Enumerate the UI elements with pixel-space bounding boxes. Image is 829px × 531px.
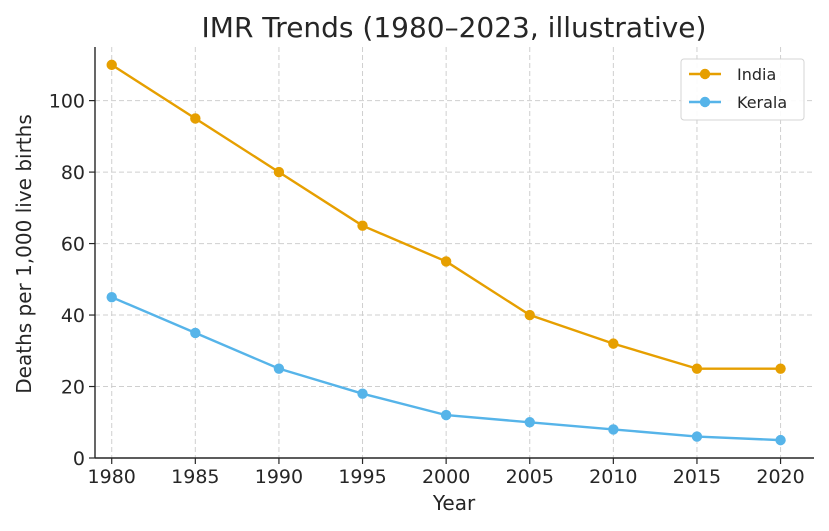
india-point [273, 166, 285, 178]
x-tick-label: 2010 [589, 466, 637, 488]
kerala-point [273, 363, 285, 374]
x-tick-label: 2005 [506, 466, 554, 488]
y-tick-label: 60 [61, 234, 85, 256]
series-kerala [106, 291, 786, 446]
x-tick-label: 1990 [255, 466, 303, 488]
kerala-point [357, 388, 368, 399]
kerala-point [775, 434, 786, 446]
x-tick-label: 1985 [171, 466, 219, 488]
india-point [357, 220, 368, 231]
y-tick-label: 80 [61, 162, 85, 184]
chart-title: IMR Trends (1980–2023, illustrative) [202, 11, 707, 44]
axes: 1980 1985 1990 1995 2000 2005 2010 2015 2020 0 20 4… [49, 47, 814, 488]
kerala-point [440, 409, 452, 421]
legend-india-label: India [737, 65, 776, 84]
india-point [775, 363, 786, 374]
x-tick-label: 2020 [756, 466, 804, 488]
india-point [691, 363, 703, 374]
series-india [106, 59, 786, 374]
kerala-point [524, 417, 535, 428]
x-tick-label: 2015 [673, 466, 721, 488]
x-tick-label: 2000 [422, 466, 470, 488]
y-axis-label: Deaths per 1,000 live births [12, 114, 36, 393]
y-tick-label: 100 [49, 91, 85, 113]
kerala-point [608, 424, 619, 435]
legend-india-marker [699, 68, 711, 80]
x-tick-label: 1980 [88, 466, 136, 488]
india-point [106, 59, 117, 71]
india-point [440, 256, 452, 267]
legend-kerala-marker [699, 96, 711, 108]
kerala-point [190, 327, 201, 339]
x-axis-label: Year [432, 491, 476, 515]
india-point [524, 309, 535, 321]
legend-kerala-label: Kerala [737, 93, 787, 112]
series-lines [106, 59, 786, 446]
y-tick-label: 40 [61, 305, 85, 327]
india-point [190, 113, 201, 124]
kerala-point [106, 291, 117, 303]
kerala-point [691, 431, 703, 442]
y-tick-label: 20 [61, 377, 85, 399]
india-point [608, 338, 619, 349]
x-tick-label: 1995 [338, 466, 386, 488]
y-tick-label: 0 [73, 448, 85, 470]
legend: India Kerala [680, 58, 805, 121]
